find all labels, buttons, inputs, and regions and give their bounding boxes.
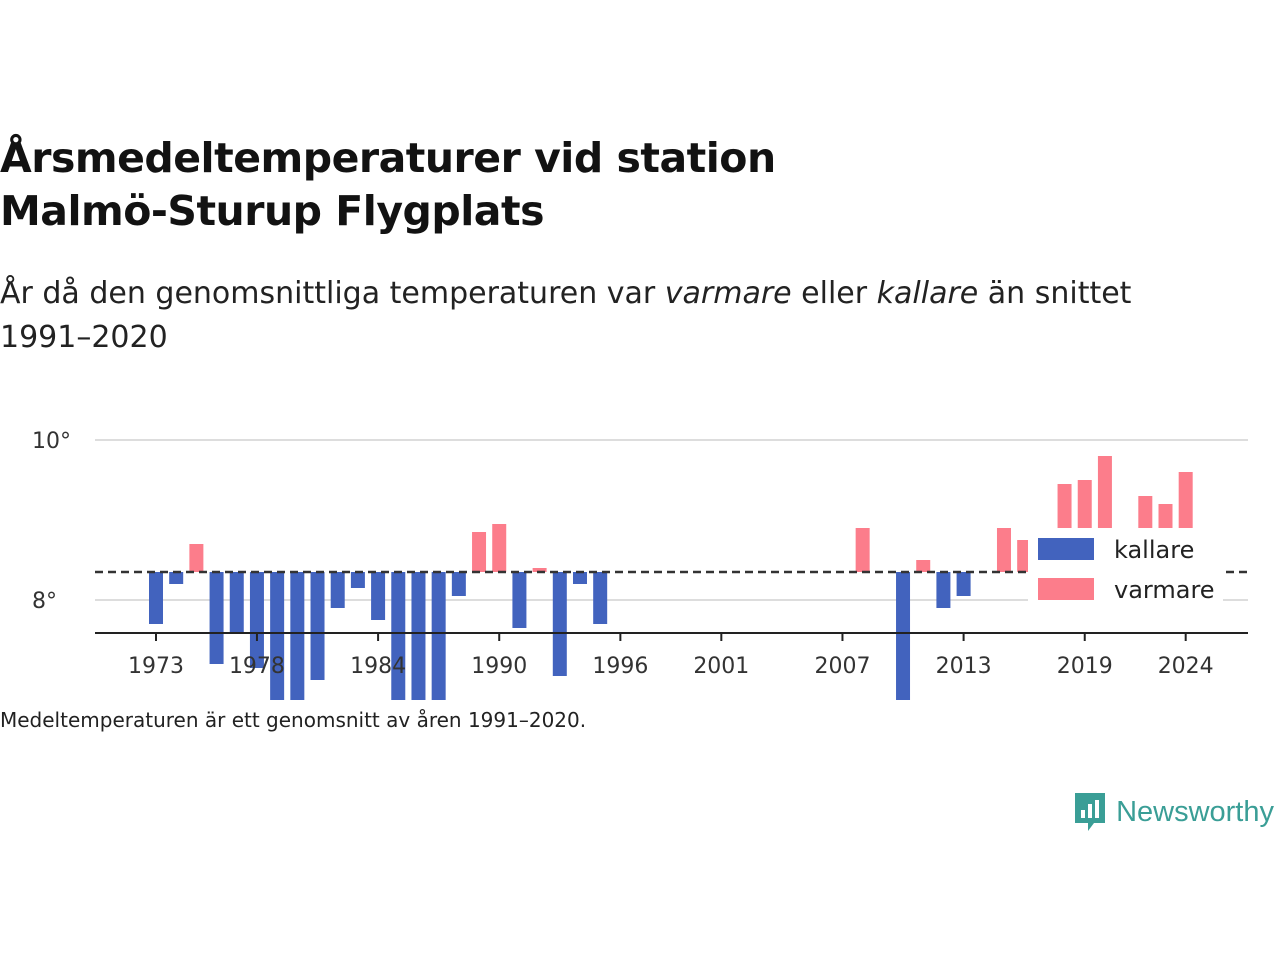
y-tick-label-10: 10°: [32, 429, 71, 454]
bar-1976: [209, 572, 224, 664]
bar-1974: [169, 572, 184, 584]
bar-1985: [391, 572, 406, 700]
bar-1983: [350, 572, 365, 588]
bar-1991: [512, 572, 527, 628]
bar-1988: [451, 572, 466, 596]
x-tick-label-2024: 2024: [1158, 654, 1214, 679]
bar-2012: [936, 572, 951, 608]
bar-1980: [290, 572, 305, 700]
bar-1978: [249, 572, 264, 668]
bar-1987: [431, 572, 446, 700]
bar-1984: [371, 572, 386, 620]
temperature-bar-chart: 6°8°10°197319781984199019962001200720132…: [32, 429, 1248, 700]
x-tick-label-1990: 1990: [471, 654, 527, 679]
x-tick-label-1996: 1996: [592, 654, 648, 679]
bar-1977: [229, 572, 244, 632]
bar-1981: [310, 572, 325, 680]
footnote: Medeltemperaturen är ett genomsnitt av å…: [0, 708, 587, 732]
bar-1993: [552, 572, 567, 676]
y-tick-label-8: 8°: [32, 589, 57, 614]
bar-2016: [1017, 540, 1032, 572]
x-tick-label-1984: 1984: [350, 654, 406, 679]
bar-1975: [189, 544, 204, 572]
subtitle-warm: varmare: [664, 276, 792, 311]
chart-title: Årsmedeltemperaturer vid station Malmö-S…: [0, 132, 1000, 238]
subtitle-suffix: än snittet 1991–2020: [0, 276, 1132, 355]
bar-1994: [572, 572, 587, 584]
bar-1989: [472, 532, 487, 572]
subtitle-cold: kallare: [876, 276, 979, 311]
bar-1979: [270, 572, 285, 700]
x-tick-label-2013: 2013: [936, 654, 992, 679]
x-tick-label-2001: 2001: [693, 654, 749, 679]
newsworthy-chart-bubble-icon: [1075, 793, 1106, 831]
subtitle-mid: eller: [791, 276, 877, 311]
legend-swatch-varmare: [1038, 578, 1094, 600]
x-tick-label-1978: 1978: [229, 654, 285, 679]
title-line-2: Malmö-Sturup Flygplats: [0, 187, 544, 235]
legend-label-varmare: varmare: [1114, 576, 1215, 604]
bar-2008: [855, 528, 870, 572]
x-tick-label-2007: 2007: [814, 654, 870, 679]
brand-logo: Newsworthy: [1072, 790, 1274, 834]
x-tick-label-2019: 2019: [1057, 654, 1113, 679]
bar-2011: [916, 560, 931, 572]
bar-2013: [956, 572, 971, 596]
bar-1995: [593, 572, 608, 624]
bar-1973: [149, 572, 163, 624]
legend-swatch-kallare: [1038, 538, 1094, 560]
subtitle-prefix: År då den genomsnittliga temperaturen va…: [0, 276, 665, 311]
title-line-1: Årsmedeltemperaturer vid station: [0, 134, 776, 182]
bar-1990: [492, 524, 507, 572]
bar-2010: [896, 572, 911, 700]
legend-label-kallare: kallare: [1114, 536, 1194, 564]
x-tick-label-1973: 1973: [128, 654, 184, 679]
bar-1986: [411, 572, 426, 700]
chart-subtitle: År då den genomsnittliga temperaturen va…: [0, 272, 1200, 360]
bar-2015: [996, 528, 1011, 572]
bar-1982: [330, 572, 345, 608]
brand-name: Newsworthy: [1116, 795, 1274, 828]
bar-1992: [532, 568, 547, 572]
